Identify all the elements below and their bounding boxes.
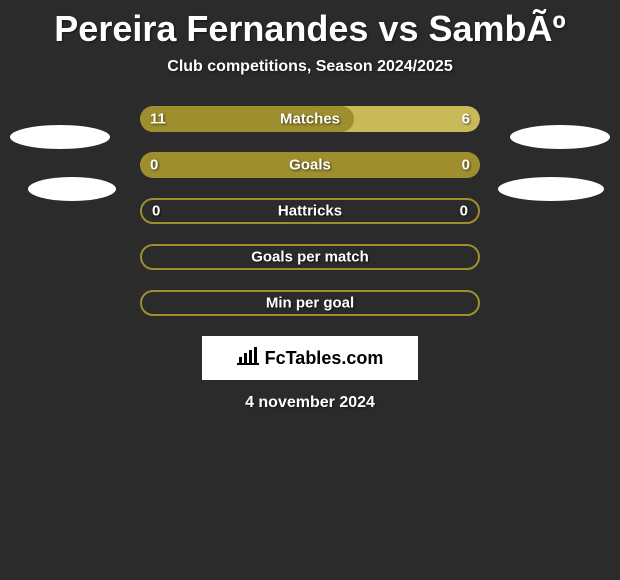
stat-row: 0 0 Goals <box>0 152 620 178</box>
bar-container: Min per goal <box>140 290 480 316</box>
stat-label: Hattricks <box>278 203 342 220</box>
comparison-chart: 11 6 Matches 0 0 Goals 0 0 Hattricks Goals per ma… <box>0 106 620 316</box>
stat-row: 0 0 Hattricks <box>0 198 620 224</box>
logo-box: FcTables.com <box>202 336 418 380</box>
date-text: 4 november 2024 <box>0 394 620 412</box>
bar-container: 0 0 Hattricks <box>140 198 480 224</box>
page-subtitle: Club competitions, Season 2024/2025 <box>0 58 620 76</box>
stat-row: Min per goal <box>0 290 620 316</box>
logo-text: FcTables.com <box>265 348 384 369</box>
stat-right-value: 6 <box>462 111 470 128</box>
stat-right-value: 0 <box>462 157 470 174</box>
bar-container: 11 6 Matches <box>140 106 480 132</box>
stat-left-value: 11 <box>150 111 166 128</box>
stat-right-value: 0 <box>460 203 468 220</box>
stat-left-value: 0 <box>150 157 158 174</box>
stat-label: Matches <box>280 111 340 128</box>
stat-left-value: 0 <box>152 203 160 220</box>
stat-row: Goals per match <box>0 244 620 270</box>
bar-container: Goals per match <box>140 244 480 270</box>
chart-icon <box>237 347 259 370</box>
stat-row: 11 6 Matches <box>0 106 620 132</box>
stat-label: Goals per match <box>251 249 369 266</box>
stat-label: Goals <box>289 157 331 174</box>
bar-container: 0 0 Goals <box>140 152 480 178</box>
stat-label: Min per goal <box>266 295 354 312</box>
page-title: Pereira Fernandes vs SambÃº <box>0 0 620 50</box>
